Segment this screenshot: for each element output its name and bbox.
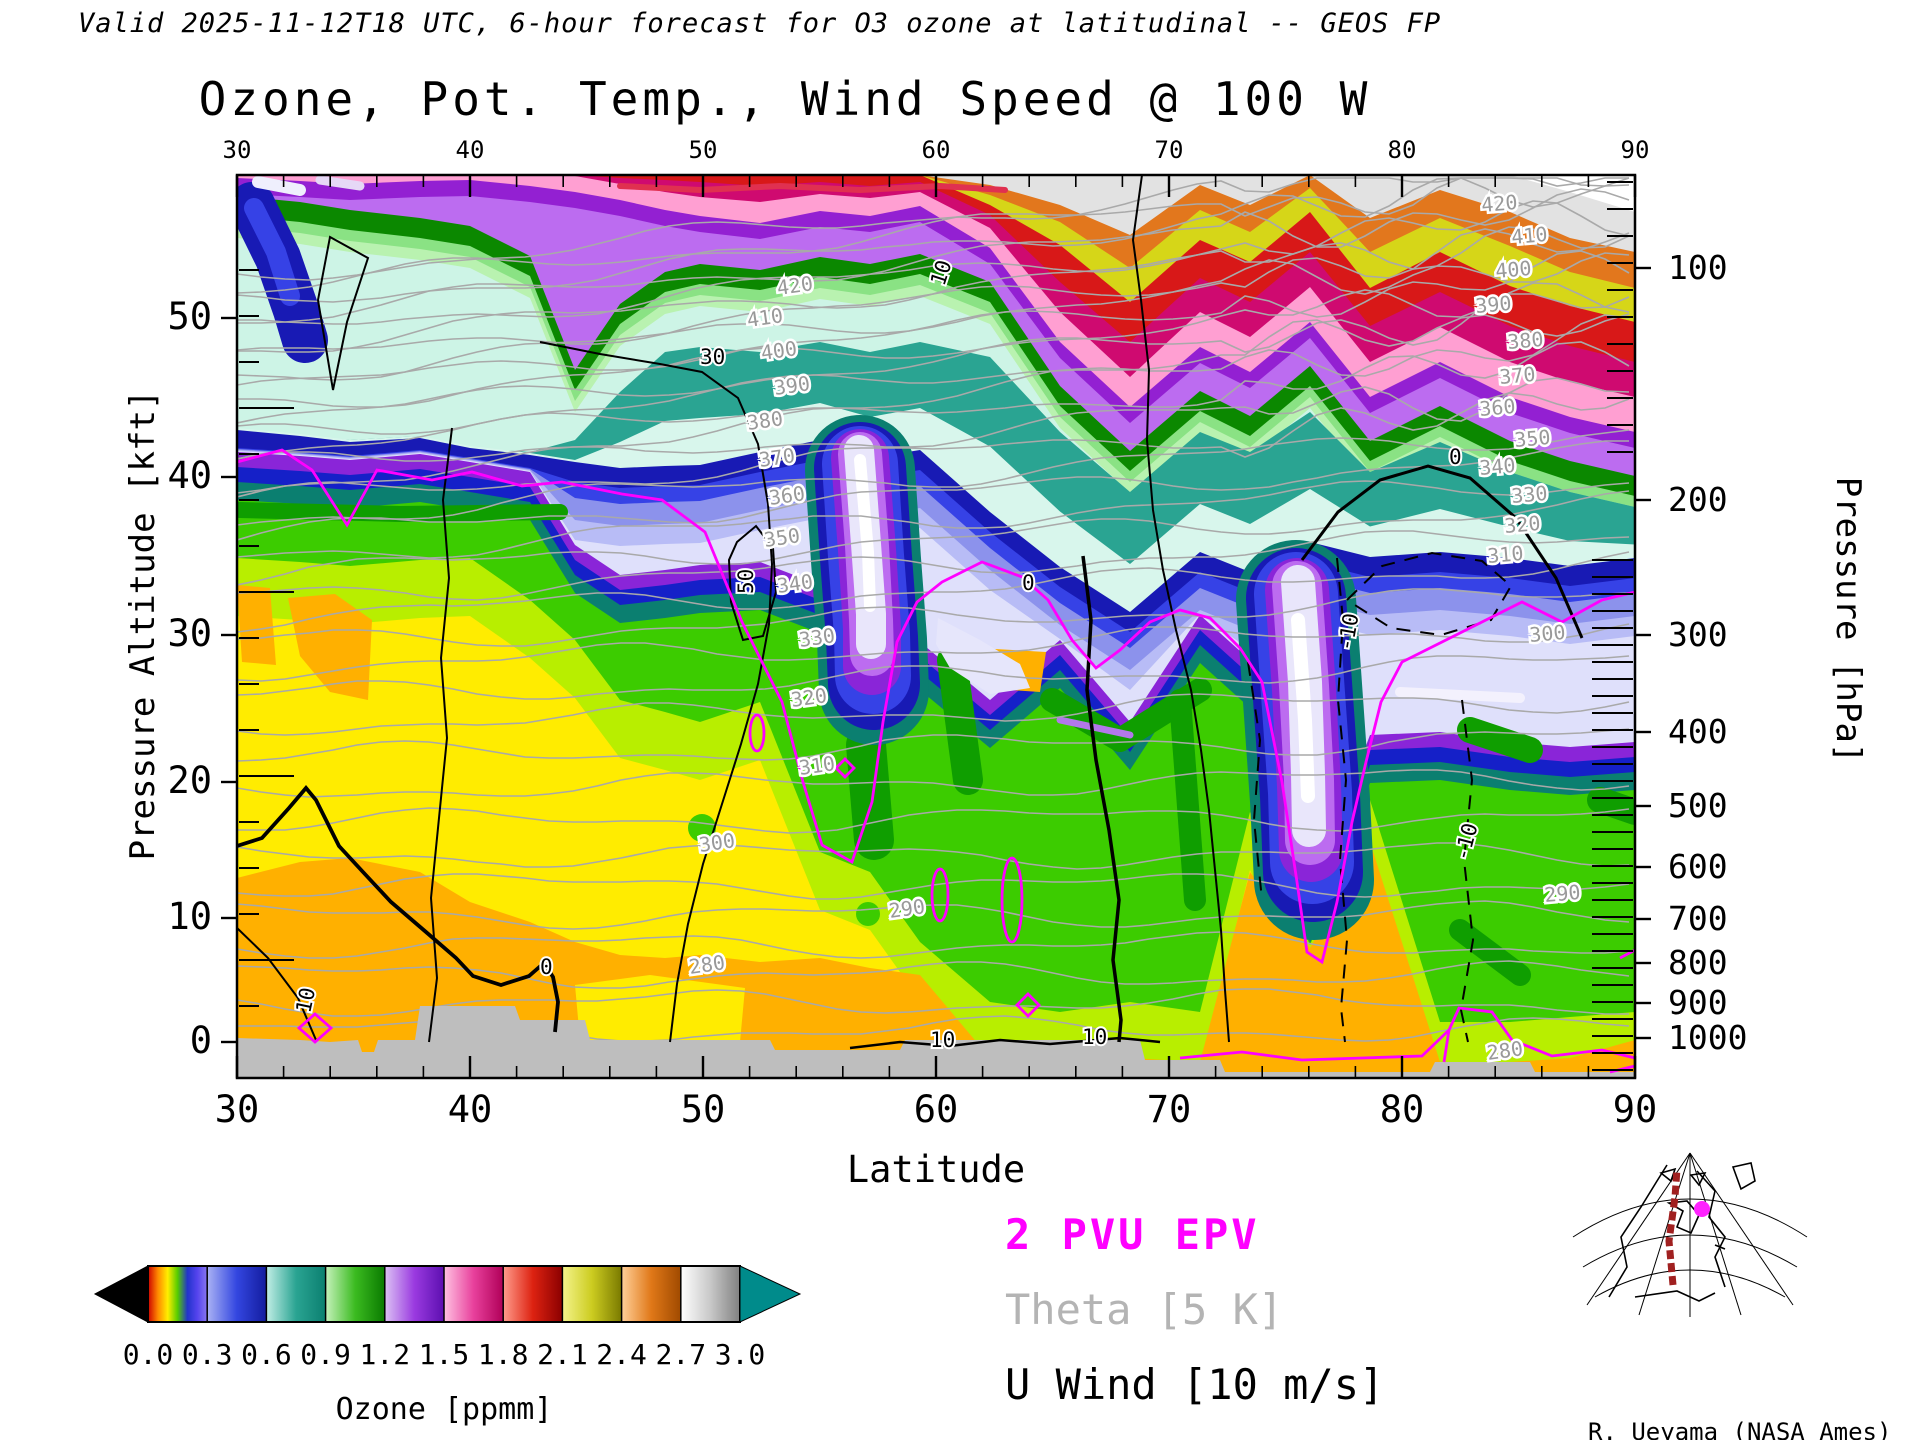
x-tick-label: 80 — [1379, 1088, 1425, 1131]
svg-text:300: 300 — [1528, 620, 1566, 647]
colorbar-tick-label: 1.2 — [359, 1338, 411, 1371]
svg-text:30: 30 — [700, 345, 725, 369]
wind-contours — [237, 175, 1584, 1050]
x-tick-label: 60 — [913, 1088, 959, 1131]
svg-text:330: 330 — [1510, 481, 1548, 508]
x-tick-label-top: 90 — [1620, 136, 1650, 164]
svg-text:0: 0 — [540, 955, 553, 979]
colorbar-tick-label: 0.0 — [122, 1338, 174, 1371]
legend-epv: 2 PVU EPV — [1005, 1210, 1260, 1259]
svg-text:10: 10 — [930, 1028, 955, 1052]
y-right-tick-label: 500 — [1668, 786, 1728, 825]
location-dot — [1694, 1201, 1710, 1217]
x-tick-label-top: 80 — [1387, 136, 1417, 164]
svg-text:350: 350 — [1513, 425, 1551, 452]
y-left-tick-label: 30 — [167, 612, 212, 655]
svg-text:290: 290 — [1543, 880, 1581, 907]
y-right-tick-label: 800 — [1668, 943, 1728, 982]
legend-theta: Theta [5 K] — [1005, 1285, 1284, 1334]
y-left-tick-label: 10 — [167, 895, 212, 938]
plot-title: Ozone, Pot. Temp., Wind Speed @ 100 W — [198, 72, 1372, 126]
svg-text:420: 420 — [1480, 190, 1518, 217]
svg-text:360: 360 — [1478, 394, 1516, 421]
x-tick-label-top: 60 — [921, 136, 951, 164]
colorbar-tick-label: 1.8 — [477, 1338, 529, 1371]
x-axis-title: Latitude — [846, 1148, 1026, 1191]
inset-map — [1572, 1152, 1808, 1317]
colorbar-tick-label: 2.1 — [537, 1338, 588, 1371]
y-right-tick-label: 100 — [1668, 248, 1728, 287]
svg-text:320: 320 — [1503, 511, 1541, 538]
colorbar-tick-label: 2.4 — [596, 1338, 647, 1371]
colorbar-tick-label: 0.9 — [300, 1338, 351, 1371]
x-tick-label-top: 70 — [1154, 136, 1184, 164]
x-tick-label: 50 — [680, 1088, 726, 1131]
y-left-tick-label: 20 — [167, 759, 212, 802]
y-right-tick-label: 600 — [1668, 847, 1728, 886]
x-tick-label-top: 40 — [455, 136, 485, 164]
svg-text:410: 410 — [1510, 222, 1548, 249]
svg-text:280: 280 — [687, 950, 726, 979]
credits: R. Ueyama (NASA Ames) L. Lait (NASA Ames… — [1588, 1418, 1892, 1440]
svg-text:340: 340 — [1478, 453, 1516, 480]
x-tick-label: 70 — [1146, 1088, 1192, 1131]
svg-text:410: 410 — [745, 303, 784, 332]
svg-text:10: 10 — [1082, 1025, 1107, 1049]
y-right-tick-label: 300 — [1668, 615, 1728, 654]
svg-text:50: 50 — [734, 569, 758, 594]
colorbar-tick-label: 1.5 — [418, 1338, 470, 1371]
svg-text:400: 400 — [1494, 256, 1532, 283]
colorbar-tick-label: 0.6 — [241, 1338, 292, 1371]
colorbar-tick-label: 3.0 — [714, 1338, 766, 1371]
svg-text:0: 0 — [1022, 571, 1035, 595]
y-left-tick-label: 40 — [167, 454, 212, 497]
legend-uwind: U Wind [10 m/s] — [1005, 1360, 1385, 1409]
x-tick-label-top: 30 — [222, 136, 252, 164]
valid-line: Valid 2025-11-12T18 UTC, 6-hour forecast… — [78, 8, 1442, 39]
y-right-tick-label: 400 — [1668, 712, 1728, 751]
x-tick-label-top: 50 — [688, 136, 718, 164]
svg-text:380: 380 — [1506, 327, 1544, 354]
y-right-tick-label: 200 — [1668, 480, 1728, 519]
section-track-line — [1665, 1168, 1681, 1286]
svg-text:370: 370 — [1498, 362, 1536, 389]
y-right-tick-label: 1000 — [1668, 1018, 1748, 1057]
epv-contour — [237, 448, 1635, 1074]
y-left-tick-label: 0 — [189, 1019, 212, 1062]
colorbar-tick-label: 2.7 — [655, 1338, 707, 1371]
svg-text:280: 280 — [1485, 1036, 1524, 1065]
terrain-strip — [237, 1006, 1635, 1078]
colorbar-tick-label: 0.3 — [181, 1338, 233, 1371]
legend: 2 PVU EPV Theta [5 K] U Wind [10 m/s] — [1005, 1210, 1384, 1435]
x-tick-label: 30 — [214, 1088, 260, 1131]
x-tick-label: 90 — [1612, 1088, 1658, 1131]
y-right-tick-label: 700 — [1668, 899, 1728, 938]
theta-contours — [237, 177, 1630, 1042]
y-right-tick-label: 900 — [1668, 983, 1728, 1022]
plot-frame — [235, 173, 1637, 1080]
x-tick-label: 40 — [447, 1088, 493, 1131]
svg-text:390: 390 — [1474, 291, 1512, 318]
y-left-tick-label: 50 — [167, 295, 212, 338]
colorbar-title: Ozone [ppmm] — [335, 1392, 553, 1427]
svg-text:310: 310 — [1486, 541, 1524, 568]
svg-text:0: 0 — [1449, 445, 1462, 469]
